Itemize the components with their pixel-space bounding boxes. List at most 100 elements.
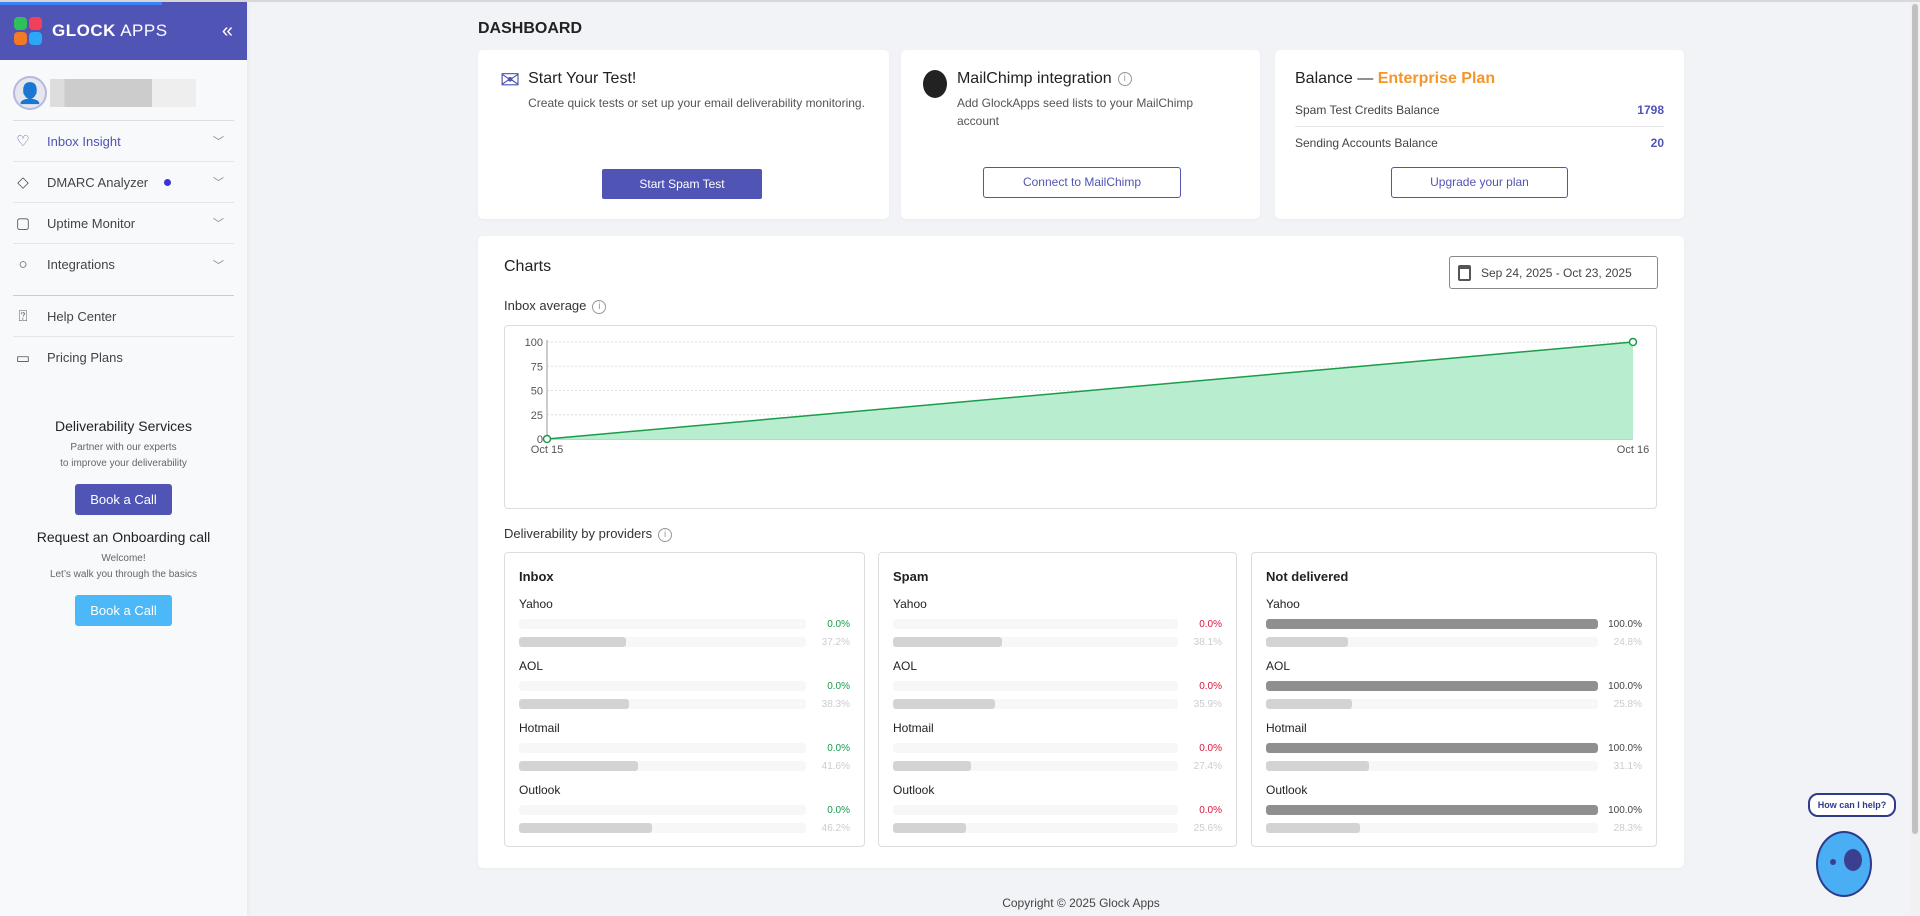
sidebar: GLOCK APPS « 👤 ♡ Inbox Insight ﹀ ◇ DMARC An… <box>0 2 247 916</box>
square-icon: ▢ <box>15 215 31 232</box>
provider-name: AOL <box>519 659 544 673</box>
provider-row: Outlook 100.0% 28.3% <box>1266 783 1642 845</box>
average-percent: 28.3% <box>1613 822 1642 834</box>
balance-row: Sending Accounts Balance 20 <box>1295 127 1664 159</box>
value-percent: 0.0% <box>827 804 850 816</box>
chevron-down-icon: ﹀ <box>213 136 224 148</box>
value-bar <box>1266 619 1598 629</box>
provider-name: Hotmail <box>893 721 934 735</box>
value-percent: 0.0% <box>1199 680 1222 692</box>
average-percent: 25.8% <box>1613 698 1642 710</box>
average-percent: 38.3% <box>821 698 850 710</box>
sidebar-item-integrations[interactable]: ○ Integrations ﹀ <box>13 244 234 285</box>
value-percent: 0.0% <box>1199 742 1222 754</box>
provider-name: Yahoo <box>519 597 553 611</box>
envelope-icon: ✉ <box>500 67 521 94</box>
chat-bubble[interactable]: How can I help? <box>1808 793 1896 817</box>
value-percent: 0.0% <box>1199 618 1222 630</box>
info-icon[interactable]: i <box>658 527 673 542</box>
y-tick-label: 0 <box>537 434 543 446</box>
provider-card-not-delivered: Not delivered Yahoo 100.0% 24.8% AOL 100.0… <box>1251 552 1657 847</box>
page-scrollbar[interactable] <box>1910 2 1920 916</box>
average-bar <box>519 637 806 647</box>
sidebar-item-uptime-monitor[interactable]: ▢ Uptime Monitor ﹀ <box>13 203 234 244</box>
balance-label: Sending Accounts Balance <box>1295 136 1438 150</box>
sidebar-nav: ♡ Inbox Insight ﹀ ◇ DMARC Analyzer ﹀ ▢ Uptime… <box>13 121 234 285</box>
provider-row: Outlook 0.0% 25.6% <box>893 783 1222 845</box>
average-percent: 24.8% <box>1613 636 1642 648</box>
brand-name: GLOCK APPS <box>52 21 168 40</box>
provider-card-title: Inbox <box>519 569 554 584</box>
value-bar <box>1266 681 1598 691</box>
provider-row: Yahoo 100.0% 24.8% <box>1266 597 1642 659</box>
promo-text: Let’s walk you through the basics <box>49 569 198 580</box>
info-icon[interactable]: i <box>1117 71 1132 86</box>
date-range-value: Sep 24, 2025 - Oct 23, 2025 <box>1481 265 1632 280</box>
provider-row: Yahoo 0.0% 38.1% <box>893 597 1222 659</box>
provider-row: Yahoo 0.0% 37.2% <box>519 597 850 659</box>
y-tick-label: 75 <box>531 361 543 373</box>
inbox-average-chart: 0 25 50 75 100 Oct 15 Oct 16 <box>504 325 1657 509</box>
info-icon[interactable]: i <box>592 299 607 314</box>
book-onboarding-call-button[interactable]: Book a Call <box>75 595 172 626</box>
value-bar <box>519 805 806 815</box>
help-icon: ⍰ <box>18 307 28 325</box>
y-tick-label: 50 <box>531 386 543 398</box>
sidebar-secondary-nav: ⍰ Help Center ▭ Pricing Plans <box>13 295 234 378</box>
average-percent: 46.2% <box>821 822 850 834</box>
logo-icon <box>14 17 42 45</box>
collapse-sidebar-icon[interactable]: « <box>221 19 233 42</box>
credit-card-icon: ▭ <box>15 349 31 367</box>
deliverability-services-promo: Deliverability Services Partner with our… <box>0 418 247 515</box>
upgrade-plan-button[interactable]: Upgrade your plan <box>1391 167 1568 198</box>
avatar: 👤 <box>13 76 47 110</box>
sidebar-item-inbox-insight[interactable]: ♡ Inbox Insight ﹀ <box>13 121 234 162</box>
sidebar-item-pricing-plans[interactable]: ▭ Pricing Plans <box>13 337 234 378</box>
average-bar <box>893 699 1178 709</box>
book-call-button[interactable]: Book a Call <box>75 484 172 515</box>
provider-row: Outlook 0.0% 46.2% <box>519 783 850 845</box>
chart-svg: 0 25 50 75 100 Oct 15 Oct 16 <box>525 337 1650 456</box>
y-tick-label: 100 <box>525 337 543 349</box>
value-bar <box>893 805 1178 815</box>
sidebar-item-help-center[interactable]: ⍰ Help Center <box>13 296 234 337</box>
value-percent: 0.0% <box>827 618 850 630</box>
promo-title: Request an Onboarding call <box>36 529 211 545</box>
sidebar-item-label: Uptime Monitor <box>47 215 136 231</box>
average-bar <box>1266 637 1598 647</box>
y-tick-label: 25 <box>531 410 543 422</box>
page-title: DASHBOARD <box>478 20 582 37</box>
average-percent: 37.2% <box>821 636 850 648</box>
provider-card-spam: Spam Yahoo 0.0% 38.1% AOL 0.0% 35.9% Hotmai… <box>878 552 1237 847</box>
provider-name: Hotmail <box>519 721 560 735</box>
date-range-picker[interactable]: Sep 24, 2025 - Oct 23, 2025 <box>1449 256 1658 289</box>
value-percent: 100.0% <box>1608 618 1642 630</box>
provider-name: Outlook <box>1266 783 1308 797</box>
card-title: Balance — <box>1295 70 1374 87</box>
value-percent: 100.0% <box>1608 742 1642 754</box>
average-bar <box>893 761 1178 771</box>
mailchimp-logo-icon <box>923 70 947 98</box>
average-bar <box>1266 761 1598 771</box>
provider-name: Outlook <box>519 783 561 797</box>
average-bar <box>519 699 806 709</box>
value-percent: 100.0% <box>1608 680 1642 692</box>
balance-value: 20 <box>1650 136 1664 150</box>
user-profile[interactable]: 👤 <box>13 60 234 121</box>
value-bar <box>893 681 1178 691</box>
chat-widget[interactable]: How can I help? <box>1808 793 1898 905</box>
data-point <box>542 434 552 444</box>
chat-mascot-icon[interactable] <box>1816 831 1872 897</box>
sidebar-item-dmarc-analyzer[interactable]: ◇ DMARC Analyzer ﹀ <box>13 162 234 203</box>
provider-name: Outlook <box>893 783 935 797</box>
promo-text: to improve your deliverability <box>60 458 187 469</box>
chevron-down-icon: ﹀ <box>213 177 224 189</box>
user-name-redacted <box>50 79 196 107</box>
connect-mailchimp-button[interactable]: Connect to MailChimp <box>983 167 1181 198</box>
start-spam-test-button[interactable]: Start Spam Test <box>602 169 762 199</box>
value-percent: 0.0% <box>1199 804 1222 816</box>
promo-title: Deliverability Services <box>55 418 192 434</box>
promo-text: Partner with our experts <box>70 442 177 453</box>
sidebar-item-label: DMARC Analyzer <box>47 174 149 190</box>
card-description: Create quick tests or set up your email … <box>528 96 865 110</box>
